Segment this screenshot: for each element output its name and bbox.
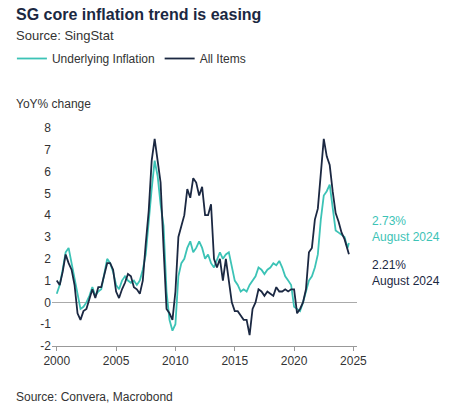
svg-text:2000: 2000 xyxy=(43,354,70,368)
svg-text:2: 2 xyxy=(44,252,51,266)
svg-text:2.73%August 2024: 2.73%August 2024 xyxy=(372,214,440,244)
svg-text:Underlying Inflation: Underlying Inflation xyxy=(52,52,155,66)
svg-text:8: 8 xyxy=(44,121,51,135)
svg-text:2010: 2010 xyxy=(162,354,189,368)
svg-text:SG core inflation trend is eas: SG core inflation trend is easing xyxy=(16,6,261,23)
svg-text:Source: Convera, Macrobond: Source: Convera, Macrobond xyxy=(16,390,173,404)
svg-text:Source: SingStat: Source: SingStat xyxy=(16,28,114,43)
svg-text:2.21%August 2024: 2.21%August 2024 xyxy=(372,258,440,288)
svg-text:4: 4 xyxy=(44,208,51,222)
svg-text:1: 1 xyxy=(44,274,51,288)
svg-text:6: 6 xyxy=(44,165,51,179)
svg-text:5: 5 xyxy=(44,187,51,201)
svg-text:2020: 2020 xyxy=(281,354,308,368)
svg-text:YoY% change: YoY% change xyxy=(16,97,91,111)
svg-text:2025: 2025 xyxy=(340,354,367,368)
svg-text:2015: 2015 xyxy=(221,354,248,368)
svg-text:All Items: All Items xyxy=(200,52,246,66)
svg-text:0: 0 xyxy=(44,296,51,310)
svg-text:3: 3 xyxy=(44,230,51,244)
svg-text:7: 7 xyxy=(44,143,51,157)
svg-text:2005: 2005 xyxy=(103,354,130,368)
svg-text:-2: -2 xyxy=(40,339,51,353)
svg-text:-1: -1 xyxy=(40,317,51,331)
